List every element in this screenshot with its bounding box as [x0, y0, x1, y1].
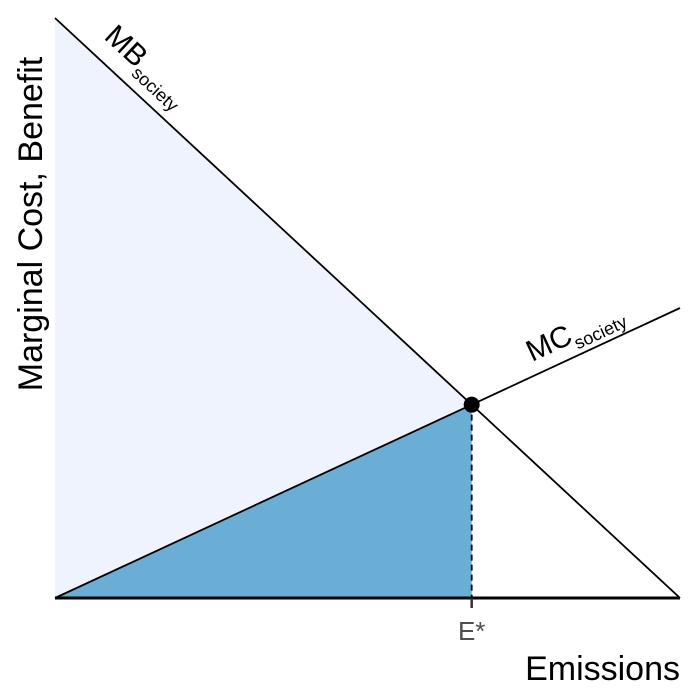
- mc-label-main: MC: [521, 319, 577, 369]
- mc-label-subscript: society: [571, 312, 630, 354]
- mc-society-label: MCsociety: [521, 295, 630, 373]
- mc-society-line: [54, 307, 681, 599]
- y-axis-label: Marginal Cost, Benefit: [12, 56, 50, 391]
- x-axis-label: Emissions: [525, 650, 680, 688]
- e-star-tick-label: E*: [458, 616, 485, 646]
- mb-society-line: [54, 17, 681, 599]
- equilibrium-point: [463, 396, 480, 413]
